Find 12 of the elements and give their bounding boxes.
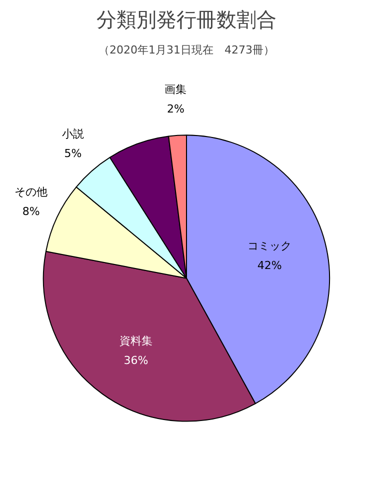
data-label: 5% (64, 146, 82, 160)
data-label: 2% (166, 102, 184, 116)
data-label: 8% (22, 205, 40, 218)
data-label: 42% (257, 259, 282, 272)
slice-label: 画集 (164, 82, 187, 96)
slice-label: その他 (14, 186, 48, 199)
chart-title: 分類別発行冊数割合 (96, 8, 276, 32)
slice-label: 小説 (62, 127, 84, 140)
data-label: 36% (124, 354, 148, 368)
slice-label: コミック (248, 240, 292, 253)
chart-subtitle: （2020年1月31日現在 4273冊） (98, 44, 274, 56)
slice-label: 資料集 (120, 334, 153, 348)
